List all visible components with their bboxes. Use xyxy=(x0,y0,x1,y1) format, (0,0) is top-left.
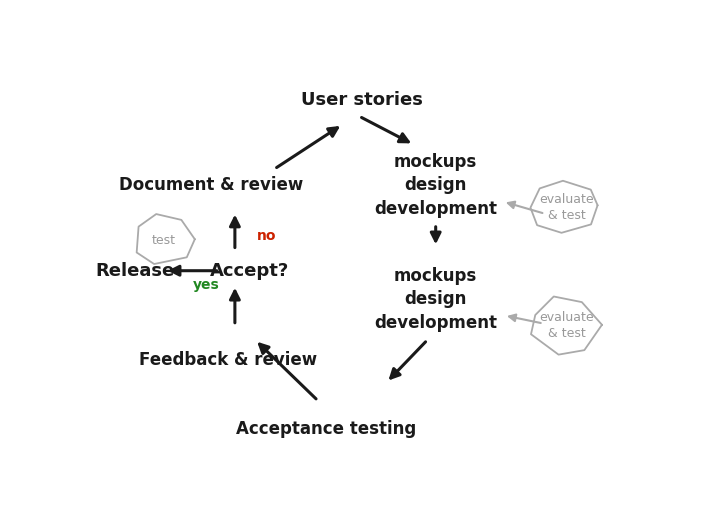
Text: Document & review: Document & review xyxy=(119,176,304,194)
Text: Feedback & review: Feedback & review xyxy=(138,351,317,369)
Text: mockups
design
development: mockups design development xyxy=(374,153,497,218)
Text: evaluate
& test: evaluate & test xyxy=(539,193,594,222)
Text: User stories: User stories xyxy=(301,91,423,109)
Text: evaluate
& test: evaluate & test xyxy=(539,311,594,340)
Text: mockups
design
development: mockups design development xyxy=(374,267,497,332)
Text: Release: Release xyxy=(95,262,174,280)
Text: Acceptance testing: Acceptance testing xyxy=(236,420,417,438)
Text: yes: yes xyxy=(193,278,220,292)
Text: Accept?: Accept? xyxy=(210,262,289,280)
Text: test: test xyxy=(152,234,176,247)
Text: no: no xyxy=(257,229,276,243)
